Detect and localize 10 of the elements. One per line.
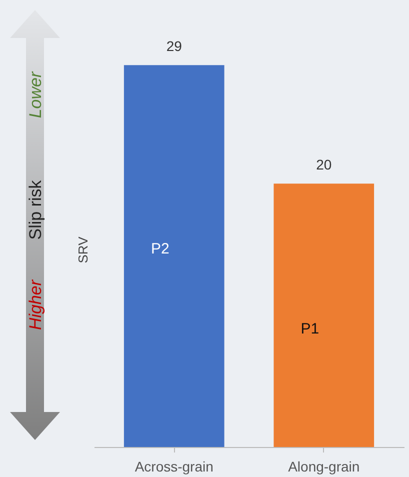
data-label: 20 — [316, 156, 332, 173]
text: Higher — [26, 278, 45, 330]
text: Lower — [26, 70, 45, 118]
text: Slip risk — [26, 180, 45, 240]
x-tick-label: Across-grain — [134, 458, 214, 474]
data-label: 29 — [166, 38, 182, 54]
y-axis-title: SRV — [76, 236, 90, 264]
x-tick-label: Along-grain — [288, 458, 360, 474]
annotation: P2 — [150, 240, 170, 258]
annotation: P1 — [300, 320, 320, 338]
